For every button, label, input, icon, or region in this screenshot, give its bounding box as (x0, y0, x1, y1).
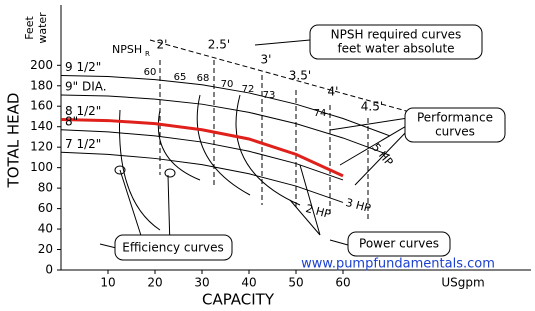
y-tick-label: 40 (38, 222, 53, 236)
npsh-value: 2.5' (208, 38, 230, 52)
efficiency-label: 65 (174, 72, 187, 83)
curve-label: 9" DIA. (65, 79, 107, 93)
x-tick-label: 30 (194, 276, 209, 290)
y-tick-label: 120 (30, 140, 53, 154)
x-tick-label: 60 (335, 276, 350, 290)
x-tick-label: 10 (100, 276, 115, 290)
y-tick-label: 60 (38, 201, 53, 215)
y-tick-label: 160 (30, 99, 53, 113)
performance-curve (60, 118, 344, 178)
efficiency-label: 74 (314, 108, 327, 119)
power-label: 3 HP (344, 196, 372, 215)
curve-label: 7 1/2" (65, 137, 101, 151)
annotation: curves (435, 125, 475, 139)
performance-curve (60, 75, 391, 137)
npsh-label: NPSH (112, 43, 142, 56)
annotation: Power curves (359, 237, 439, 251)
npsh-value: 2' (157, 38, 168, 52)
annotation-box (347, 231, 451, 257)
curve-label: 9 1/2" (65, 60, 101, 74)
x-tick-label: 50 (288, 276, 303, 290)
npsh-value: 3' (261, 53, 272, 67)
power-label: 2 HP (304, 202, 332, 221)
performance-curve (60, 151, 344, 203)
y-tick-label: 180 (30, 78, 53, 92)
y-unit: water (36, 12, 49, 44)
x-tick-label: 20 (147, 276, 162, 290)
y-unit: Feet (23, 16, 36, 40)
annotation: NPSH required curves (331, 28, 462, 42)
npsh-value: 4' (328, 85, 339, 99)
performance-curve (60, 94, 391, 156)
power-label: 5 HP (369, 141, 396, 169)
annotation-box (309, 24, 483, 60)
efficiency-label: 72 (242, 84, 255, 95)
y-tick-label: 20 (38, 242, 53, 256)
curve-label: 8 1/2" (65, 104, 101, 118)
y-tick-label: 100 (30, 160, 53, 174)
efficiency-label: 68 (197, 73, 210, 84)
annotation-box (114, 234, 233, 261)
performance-curve (60, 129, 344, 181)
efficiency-label: 70 (221, 79, 234, 90)
y-tick-label: 140 (30, 119, 53, 133)
y-tick-label: 0 (45, 263, 53, 277)
annotation: feet water absolute (337, 42, 454, 56)
npsh-value: 3.5' (289, 69, 311, 83)
annotation: Efficiency curves (122, 241, 224, 255)
npsh-sub: R (145, 50, 150, 58)
x-unit: USgpm (441, 276, 484, 290)
website: www.pumpfundamentals.com (301, 257, 495, 272)
efficiency-label: 73 (263, 90, 276, 101)
npsh-value: 4.5' (361, 100, 383, 114)
efficiency-label: 60 (144, 67, 157, 78)
y-tick-label: 80 (38, 181, 53, 195)
curve-label: 8" (65, 114, 78, 128)
annotation-box (404, 107, 506, 143)
y-label: TOTAL HEAD (5, 93, 23, 189)
x-tick-label: 40 (241, 276, 256, 290)
annotation: Performance (417, 111, 493, 125)
y-tick-label: 200 (30, 58, 53, 72)
x-label: CAPACITY (202, 291, 275, 309)
